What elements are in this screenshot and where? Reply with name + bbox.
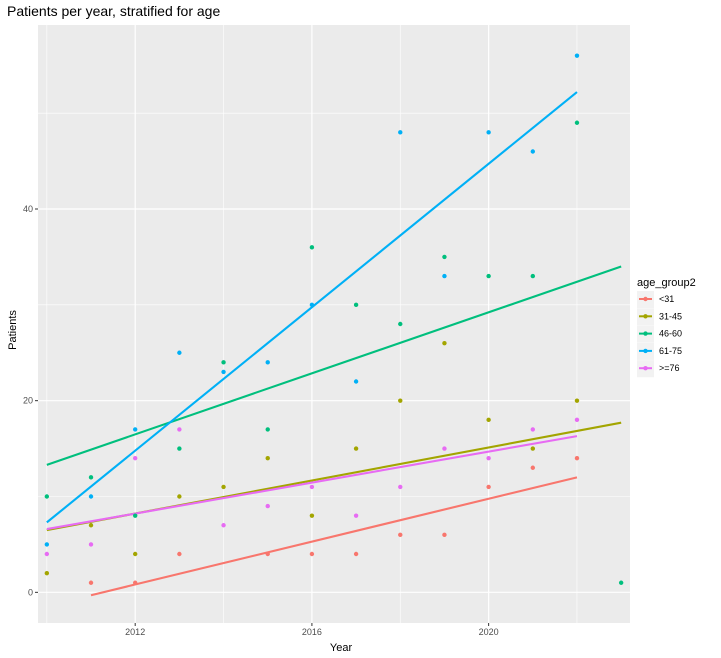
series-3-point <box>132 513 138 518</box>
series-5-point <box>530 427 536 432</box>
series-1-point <box>398 532 403 538</box>
major-gridlines <box>38 25 630 623</box>
series-2-point <box>398 398 403 403</box>
series-3-point <box>265 427 270 432</box>
series-5-point <box>44 551 50 557</box>
series-5-point <box>353 513 359 518</box>
series-1-point <box>442 532 447 538</box>
series-4-point <box>353 379 359 384</box>
series-2-point <box>88 523 94 528</box>
series-4-point <box>221 369 226 375</box>
x-tick-label: 2012 <box>125 627 145 637</box>
series-3-point <box>486 273 491 279</box>
series-3-point <box>574 120 580 125</box>
series-1-point <box>530 465 536 470</box>
series-5-point <box>88 542 94 547</box>
legend-item-3-label: 46-60 <box>659 329 682 339</box>
y-axis-title: Patients <box>7 310 19 350</box>
series-5-point <box>486 455 491 461</box>
series-1-point <box>574 455 580 461</box>
x-tick-label: 2020 <box>479 627 499 637</box>
y-axis: 0 20 40 <box>23 204 38 597</box>
series-2-point <box>574 398 580 403</box>
series-2-point <box>44 570 50 576</box>
y-tick-label: 40 <box>23 204 33 214</box>
legend-item-5-key-point <box>643 366 648 371</box>
series-4-point <box>398 130 403 135</box>
legend-item-1-label: <31 <box>659 294 674 304</box>
series-3-point <box>221 360 226 365</box>
series-4-fit-line <box>46 91 578 524</box>
series-4-point <box>177 350 182 355</box>
series-5-point <box>177 427 182 432</box>
series-2-point <box>530 446 536 451</box>
series-3-point <box>353 302 359 308</box>
series-4-point <box>265 360 270 365</box>
plot-panel <box>38 25 630 623</box>
chart-title: Patients per year, stratified for age <box>7 3 220 19</box>
series-5-point <box>265 503 270 509</box>
series-2-point <box>265 455 270 461</box>
series-1-point <box>309 551 315 557</box>
series-4-point <box>88 494 94 499</box>
legend-item-2-label: 31-45 <box>659 311 682 321</box>
legend-item-4-key-point <box>643 348 648 354</box>
series-3-point <box>88 475 94 480</box>
series-1-point <box>265 551 270 557</box>
regression-lines <box>46 91 622 597</box>
series-1-point <box>132 580 138 585</box>
series-5-point <box>398 484 403 490</box>
series-2-point <box>309 513 315 518</box>
series-2-point <box>442 340 447 346</box>
legend-title: age_group2 <box>637 277 696 289</box>
series-3-point <box>309 245 315 250</box>
series-4-point <box>442 273 447 279</box>
series-1-point <box>486 484 491 490</box>
series-3-point <box>530 273 536 279</box>
series-3-point <box>177 446 182 451</box>
y-tick-label: 20 <box>23 396 33 406</box>
series-5-point <box>132 455 138 461</box>
series-2-point <box>132 551 138 557</box>
series-4-point <box>530 149 536 154</box>
series-4-point <box>44 542 50 547</box>
series-3-point <box>398 321 403 327</box>
series-1-point <box>353 551 359 557</box>
series-2-point <box>353 446 359 451</box>
series-3-point <box>44 494 50 499</box>
series-3-point <box>618 580 624 585</box>
legend-item-5-label: >=76 <box>659 363 680 373</box>
series-2-point <box>486 417 491 423</box>
legend: age_group2 <31 31-45 46-60 61-75 >=76 <box>637 277 696 378</box>
series-5-point <box>309 484 315 490</box>
x-axis: 2012 2016 2020 <box>125 623 499 637</box>
series-4-point <box>132 427 138 432</box>
series-4-point <box>486 130 491 135</box>
series-1-point <box>88 580 94 585</box>
series-5-point <box>574 417 580 423</box>
x-tick-label: 2016 <box>302 627 322 637</box>
series-3-fit-line <box>46 265 622 466</box>
data-points <box>44 53 624 585</box>
legend-item-1-key-point <box>643 296 648 302</box>
series-1-fit-line <box>90 476 578 597</box>
series-4-point <box>574 53 580 58</box>
legend-item-3-key-point <box>643 331 648 336</box>
legend-item-4-label: 61-75 <box>659 346 682 356</box>
y-tick-label: 0 <box>28 587 33 597</box>
series-2-point <box>177 494 182 499</box>
x-axis-title: Year <box>330 642 353 654</box>
series-5-point <box>221 523 226 528</box>
legend-item-2-key-point <box>643 314 648 319</box>
series-2-point <box>221 484 226 490</box>
series-4-point <box>309 302 315 308</box>
series-3-point <box>442 254 447 260</box>
series-5-point <box>442 446 447 451</box>
series-1-point <box>177 551 182 557</box>
